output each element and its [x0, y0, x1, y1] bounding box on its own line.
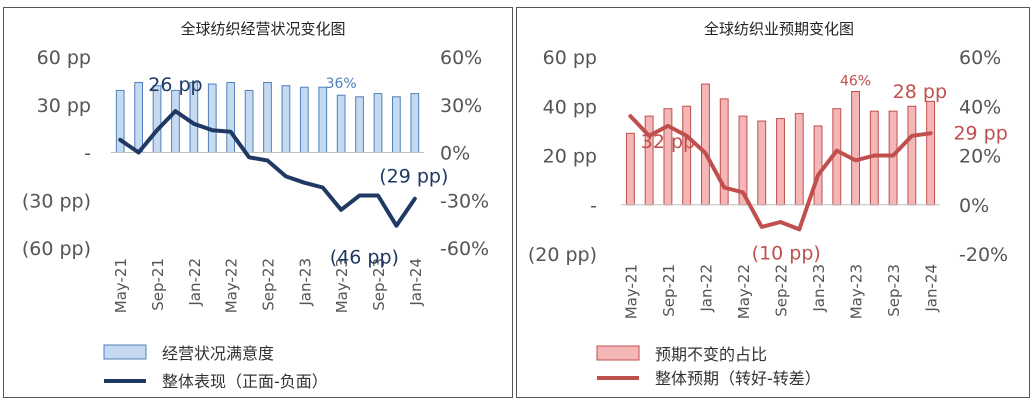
data-label: 28 pp	[893, 81, 947, 103]
legend-label: 预期不变的占比	[655, 345, 767, 364]
x-axis-tick-label: May-23	[333, 258, 351, 313]
data-label: 36%	[326, 76, 357, 92]
right-axis-tick-label: -30%	[440, 190, 489, 212]
x-axis-tick-label: May-22	[223, 258, 241, 313]
data-label: 46%	[840, 73, 871, 89]
right-axis-tick-label: 30%	[440, 95, 482, 117]
x-axis-tick-label: Sep-22	[773, 264, 791, 317]
right-axis-tick-label: -60%	[440, 238, 489, 260]
line-series	[118, 109, 417, 228]
bar-mark	[318, 86, 328, 153]
bar-mark	[701, 83, 710, 206]
bar-mark	[281, 85, 291, 153]
legend-label: 整体预期（转好-转差）	[655, 369, 821, 388]
bar-mark	[776, 118, 785, 206]
left-axis-tick-label: 60 pp	[37, 47, 91, 69]
left-axis-tick-label: 40 pp	[543, 96, 597, 118]
left-axis-tick-label: -	[84, 143, 91, 165]
bar-mark	[336, 94, 346, 153]
x-axis-tick-label: May-22	[735, 264, 753, 319]
bar-mark	[813, 125, 823, 206]
x-axis-tick-label: Sep-23	[885, 264, 903, 317]
left-axis-tick-label: (60 pp)	[22, 238, 91, 260]
data-label: (10 pp)	[752, 242, 821, 264]
x-axis-tick-label: Sep-21	[149, 258, 167, 311]
bar-mark	[244, 89, 254, 154]
right-axis-tick-label: 0%	[440, 143, 470, 165]
x-axis-tick-label: Sep-21	[660, 264, 678, 317]
chart-panel-right: 全球纺织业预期变化图 60 pp 40 pp 20 pp - (20 pp) 60% 40% 2…	[516, 7, 1030, 398]
bar-mark	[263, 81, 272, 153]
bar-mark	[410, 93, 420, 153]
data-label: 29 pp	[953, 122, 1007, 144]
right-axis-tick-label: 60%	[959, 47, 1001, 69]
left-axis-tick-label: 20 pp	[543, 146, 597, 168]
bar-mark	[757, 120, 767, 206]
bar-mark	[907, 105, 917, 206]
bar-mark	[625, 132, 635, 206]
bar-mark	[171, 89, 180, 154]
right-axis-tick-label: -20%	[959, 244, 1008, 266]
right-axis-tick-label: 60%	[440, 47, 482, 69]
bar-mark	[794, 113, 804, 206]
bar-mark	[207, 83, 217, 153]
legend-label: 经营状况满意度	[162, 344, 274, 363]
chart-title: 全球纺织业预期变化图	[704, 20, 854, 38]
bar-mark	[373, 93, 383, 153]
legend-swatch-bar	[596, 345, 640, 361]
bar-mark	[299, 86, 309, 153]
bar-mark	[134, 81, 143, 153]
x-axis-tick-label: Jan-22	[697, 264, 715, 313]
data-label: 32 pp	[641, 131, 695, 153]
bar-mark	[644, 115, 654, 206]
x-axis-tick-label: Jan-22	[186, 258, 204, 307]
data-label: (29 pp)	[379, 166, 448, 188]
bar-mark	[226, 81, 236, 153]
chart-panel-left: 全球纺织经营状况变化图 60 pp 30 pp - (30 pp) (60 pp) 60% 3…	[3, 7, 513, 398]
left-axis-tick-label: (20 pp)	[528, 244, 597, 266]
x-axis-tick-label: Jan-24	[923, 264, 941, 313]
right-axis-tick-label: 0%	[959, 195, 989, 217]
x-axis-tick-label: Sep-23	[370, 258, 388, 311]
left-axis-tick-label: 30 pp	[37, 95, 91, 117]
legend-swatch-bar	[103, 344, 147, 360]
left-axis-tick-label: 60 pp	[543, 47, 597, 69]
bar-mark	[926, 100, 936, 206]
right-axis-tick-label: 40%	[959, 96, 1001, 118]
data-label: (46 pp)	[330, 247, 399, 269]
right-axis-tick-label: 20%	[959, 146, 1001, 168]
x-axis-tick-label: May-21	[622, 264, 640, 319]
bar-mark	[355, 96, 364, 153]
left-axis-tick-label: -	[590, 195, 597, 217]
chart-svg-left: 全球纺织经营状况变化图 60 pp 30 pp - (30 pp) (60 pp) 60% 3…	[22, 20, 489, 391]
bar-mark	[392, 96, 401, 153]
chart-svg-right: 全球纺织业预期变化图 60 pp 40 pp 20 pp - (20 pp) 60% 40% 2…	[528, 20, 1008, 388]
x-axis-tick-label: Sep-22	[260, 258, 278, 311]
chart-title: 全球纺织经营状况变化图	[180, 20, 345, 38]
left-axis-tick-label: (30 pp)	[22, 190, 91, 212]
legend-label: 整体表现（正面-负面）	[162, 372, 328, 391]
line-series	[628, 114, 933, 232]
bar-mark	[888, 110, 898, 206]
bar-mark	[851, 90, 860, 206]
x-axis-tick-label: Jan-23	[296, 258, 314, 307]
bar-mark	[663, 108, 673, 206]
x-axis-tick-label: May-23	[848, 264, 866, 319]
x-axis-tick-label: Jan-24	[407, 258, 425, 307]
bar-mark	[682, 105, 692, 206]
data-label: 26 pp	[148, 74, 202, 96]
x-axis-tick-label: May-21	[112, 258, 130, 313]
x-axis-tick-label: Jan-23	[810, 264, 828, 313]
